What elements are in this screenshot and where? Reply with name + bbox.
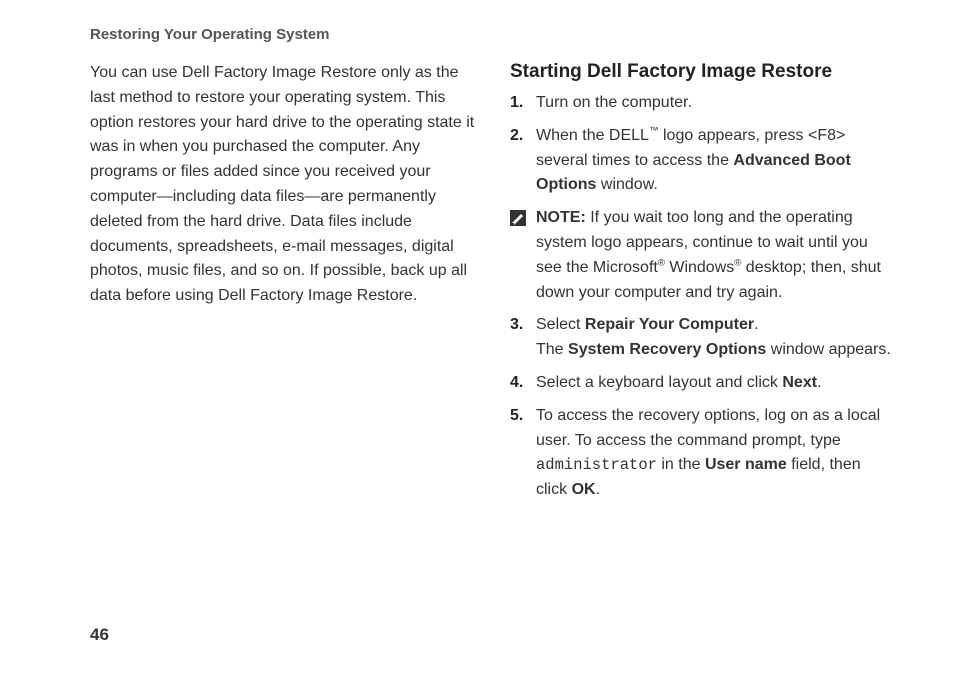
manual-page: Restoring Your Operating System You can … <box>0 0 954 677</box>
intro-paragraph: You can use Dell Factory Image Restore o… <box>90 61 476 309</box>
step-5: To access the recovery options, log on a… <box>510 404 896 503</box>
section-heading: Starting Dell Factory Image Restore <box>510 61 896 83</box>
step-5-text-d: . <box>596 481 600 498</box>
step-2: When the DELL™ logo appears, press <F8> … <box>510 124 896 198</box>
step-3-text-a: Select <box>536 316 585 333</box>
step-5-text-b: in the <box>657 456 705 473</box>
note-icon <box>510 210 526 226</box>
step-3: Select Repair Your Computer. The System … <box>510 313 896 363</box>
running-head: Restoring Your Operating System <box>90 26 896 43</box>
step-3-text-c: The <box>536 341 568 358</box>
step-3-text-d: window appears. <box>766 341 891 358</box>
trademark-symbol: ™ <box>649 125 659 136</box>
ok-button-label: OK <box>572 481 596 498</box>
step-4-text-b: . <box>817 374 821 391</box>
two-column-layout: You can use Dell Factory Image Restore o… <box>90 61 896 511</box>
note-label: NOTE: <box>536 209 586 226</box>
step-3-text-b: . <box>754 316 758 333</box>
steps-list-continued: Select Repair Your Computer. The System … <box>510 313 896 503</box>
step-4: Select a keyboard layout and click Next. <box>510 371 896 396</box>
right-column: Starting Dell Factory Image Restore Turn… <box>510 61 896 511</box>
note-text: NOTE: If you wait too long and the opera… <box>536 206 896 305</box>
step-2-text-c: window. <box>596 176 657 193</box>
steps-list: Turn on the computer. When the DELL™ log… <box>510 91 896 198</box>
page-number: 46 <box>90 625 109 645</box>
step-4-text-a: Select a keyboard layout and click <box>536 374 782 391</box>
step-2-text-a: When the DELL <box>536 127 649 144</box>
repair-your-computer-label: Repair Your Computer <box>585 316 754 333</box>
step-5-text-a: To access the recovery options, log on a… <box>536 407 880 449</box>
registered-symbol-1: ® <box>658 257 665 268</box>
system-recovery-options-label: System Recovery Options <box>568 341 766 358</box>
next-button-label: Next <box>782 374 817 391</box>
left-column: You can use Dell Factory Image Restore o… <box>90 61 476 511</box>
step-1: Turn on the computer. <box>510 91 896 116</box>
user-name-field-label: User name <box>705 456 787 473</box>
note-block: NOTE: If you wait too long and the opera… <box>510 206 896 305</box>
note-text-b: Windows <box>665 259 734 276</box>
administrator-command: administrator <box>536 456 657 474</box>
